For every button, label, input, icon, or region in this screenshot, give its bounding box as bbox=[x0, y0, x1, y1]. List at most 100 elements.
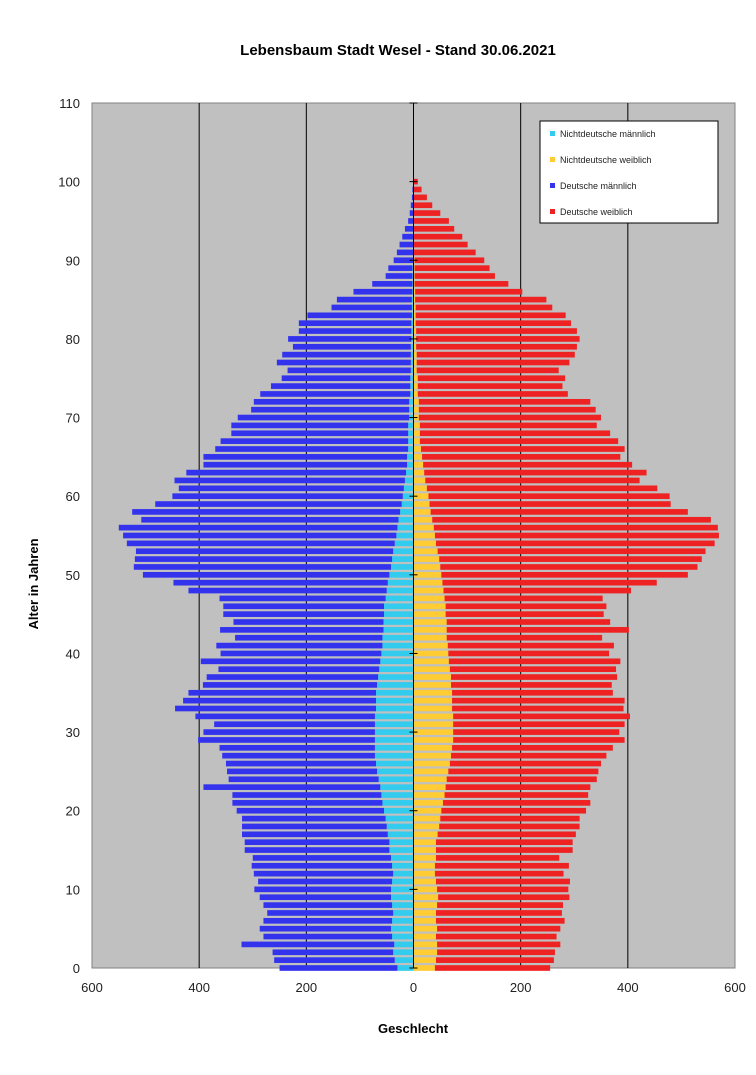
bar-deutsche-weiblich bbox=[436, 917, 565, 924]
bar-deutsche-weiblich bbox=[449, 666, 617, 673]
bar-deutsche-weiblich bbox=[433, 524, 718, 531]
bar-deutsche-maennlich bbox=[141, 516, 399, 523]
bar-deutsche-weiblich bbox=[416, 359, 570, 366]
bar-deutsche-weiblich bbox=[438, 894, 570, 901]
bar-deutsche-maennlich bbox=[267, 910, 394, 916]
bar-deutsche-maennlich bbox=[232, 792, 382, 798]
bar-deutsche-maennlich bbox=[198, 737, 375, 743]
bar-nichtdeutsche-weiblich bbox=[413, 941, 438, 948]
bar-deutsche-maennlich bbox=[287, 367, 411, 374]
chart-title: Lebensbaum Stadt Wesel - Stand 30.06.202… bbox=[240, 42, 556, 59]
bar-deutsche-weiblich bbox=[453, 721, 625, 728]
bar-nichtdeutsche-weiblich bbox=[413, 800, 443, 806]
bar-deutsche-weiblich bbox=[451, 682, 612, 688]
bar-deutsche-weiblich bbox=[440, 564, 698, 570]
bar-nichtdeutsche-maennlich bbox=[396, 532, 414, 539]
bar-deutsche-weiblich bbox=[417, 391, 568, 397]
bar-nichtdeutsche-weiblich bbox=[413, 493, 429, 500]
bar-nichtdeutsche-maennlich bbox=[410, 359, 414, 366]
bar-nichtdeutsche-maennlich bbox=[392, 933, 414, 940]
bar-nichtdeutsche-weiblich bbox=[413, 304, 416, 311]
bar-deutsche-weiblich bbox=[428, 493, 670, 500]
bar-deutsche-weiblich bbox=[414, 218, 449, 224]
bar-deutsche-weiblich bbox=[415, 320, 572, 327]
bar-nichtdeutsche-weiblich bbox=[413, 556, 440, 562]
bar-nichtdeutsche-weiblich bbox=[413, 721, 454, 728]
bar-deutsche-maennlich bbox=[385, 273, 413, 279]
bar-deutsche-maennlich bbox=[276, 359, 411, 366]
bar-nichtdeutsche-weiblich bbox=[413, 343, 417, 350]
bar-deutsche-maennlich bbox=[282, 351, 411, 358]
bar-nichtdeutsche-maennlich bbox=[375, 689, 414, 696]
bar-nichtdeutsche-weiblich bbox=[413, 351, 417, 358]
bar-deutsche-maennlich bbox=[336, 296, 412, 303]
bar-nichtdeutsche-weiblich bbox=[413, 666, 450, 673]
bar-nichtdeutsche-weiblich bbox=[413, 705, 453, 712]
bar-nichtdeutsche-maennlich bbox=[403, 485, 414, 492]
bar-nichtdeutsche-weiblich bbox=[413, 579, 443, 586]
bar-nichtdeutsche-weiblich bbox=[413, 438, 420, 444]
bar-deutsche-weiblich bbox=[446, 634, 603, 641]
bar-nichtdeutsche-weiblich bbox=[413, 776, 447, 783]
bar-deutsche-weiblich bbox=[445, 603, 607, 610]
bar-deutsche-maennlich bbox=[118, 524, 398, 531]
bar-deutsche-weiblich bbox=[446, 776, 597, 783]
bar-nichtdeutsche-weiblich bbox=[413, 965, 435, 971]
bar-nichtdeutsche-maennlich bbox=[387, 579, 414, 586]
bar-nichtdeutsche-maennlich bbox=[393, 949, 414, 956]
bar-deutsche-maennlich bbox=[236, 807, 385, 814]
bar-deutsche-maennlich bbox=[222, 752, 375, 759]
bar-deutsche-maennlich bbox=[292, 343, 411, 350]
y-axis-label: Alter in Jahren bbox=[26, 538, 41, 629]
bar-deutsche-maennlich bbox=[353, 288, 413, 295]
bar-nichtdeutsche-weiblich bbox=[413, 697, 453, 704]
bar-nichtdeutsche-maennlich bbox=[377, 682, 414, 688]
bar-nichtdeutsche-weiblich bbox=[413, 273, 415, 279]
bar-deutsche-maennlich bbox=[402, 233, 413, 240]
bar-deutsche-weiblich bbox=[418, 406, 596, 413]
bar-nichtdeutsche-weiblich bbox=[413, 634, 447, 641]
bar-nichtdeutsche-maennlich bbox=[411, 320, 414, 327]
bar-deutsche-weiblich bbox=[414, 273, 495, 279]
bar-deutsche-weiblich bbox=[426, 485, 658, 492]
bar-deutsche-weiblich bbox=[425, 477, 640, 484]
x-tick-label: 400 bbox=[617, 980, 639, 995]
bar-deutsche-weiblich bbox=[439, 823, 580, 830]
bar-deutsche-weiblich bbox=[453, 729, 620, 735]
bar-deutsche-weiblich bbox=[434, 532, 719, 539]
bar-nichtdeutsche-maennlich bbox=[401, 501, 414, 507]
bar-deutsche-weiblich bbox=[436, 839, 573, 846]
bar-nichtdeutsche-maennlich bbox=[390, 855, 414, 861]
bar-deutsche-maennlich bbox=[270, 383, 411, 389]
bar-nichtdeutsche-maennlich bbox=[383, 627, 414, 633]
y-tick-label: 10 bbox=[66, 882, 80, 897]
bar-deutsche-weiblich bbox=[413, 186, 422, 193]
legend: Nichtdeutsche männlich Nichtdeutsche weib… bbox=[539, 120, 719, 224]
bar-nichtdeutsche-maennlich bbox=[410, 383, 414, 389]
bar-deutsche-weiblich bbox=[437, 949, 555, 956]
bar-deutsche-maennlich bbox=[227, 768, 378, 775]
legend-swatch bbox=[550, 209, 555, 214]
bar-nichtdeutsche-maennlich bbox=[412, 288, 414, 295]
bar-deutsche-weiblich bbox=[436, 847, 573, 853]
bar-deutsche-weiblich bbox=[436, 910, 562, 916]
y-tick-label: 60 bbox=[66, 489, 80, 504]
bar-nichtdeutsche-weiblich bbox=[413, 477, 426, 484]
bar-nichtdeutsche-maennlich bbox=[412, 273, 414, 279]
bar-deutsche-maennlich bbox=[274, 957, 395, 963]
bar-nichtdeutsche-weiblich bbox=[413, 611, 446, 617]
bar-deutsche-maennlich bbox=[372, 281, 413, 287]
y-tick-label: 80 bbox=[66, 332, 80, 347]
bar-nichtdeutsche-weiblich bbox=[413, 328, 417, 334]
bar-deutsche-weiblich bbox=[423, 461, 633, 468]
y-tick-label: 50 bbox=[66, 568, 80, 583]
bar-deutsche-weiblich bbox=[436, 933, 557, 940]
bar-nichtdeutsche-maennlich bbox=[410, 343, 414, 350]
bar-nichtdeutsche-weiblich bbox=[413, 815, 441, 822]
bar-deutsche-maennlich bbox=[263, 917, 393, 924]
bar-nichtdeutsche-maennlich bbox=[392, 862, 414, 869]
bar-deutsche-weiblich bbox=[413, 202, 433, 209]
bar-deutsche-maennlich bbox=[242, 823, 387, 830]
bar-deutsche-maennlich bbox=[252, 855, 391, 861]
bar-nichtdeutsche-maennlich bbox=[384, 603, 414, 610]
